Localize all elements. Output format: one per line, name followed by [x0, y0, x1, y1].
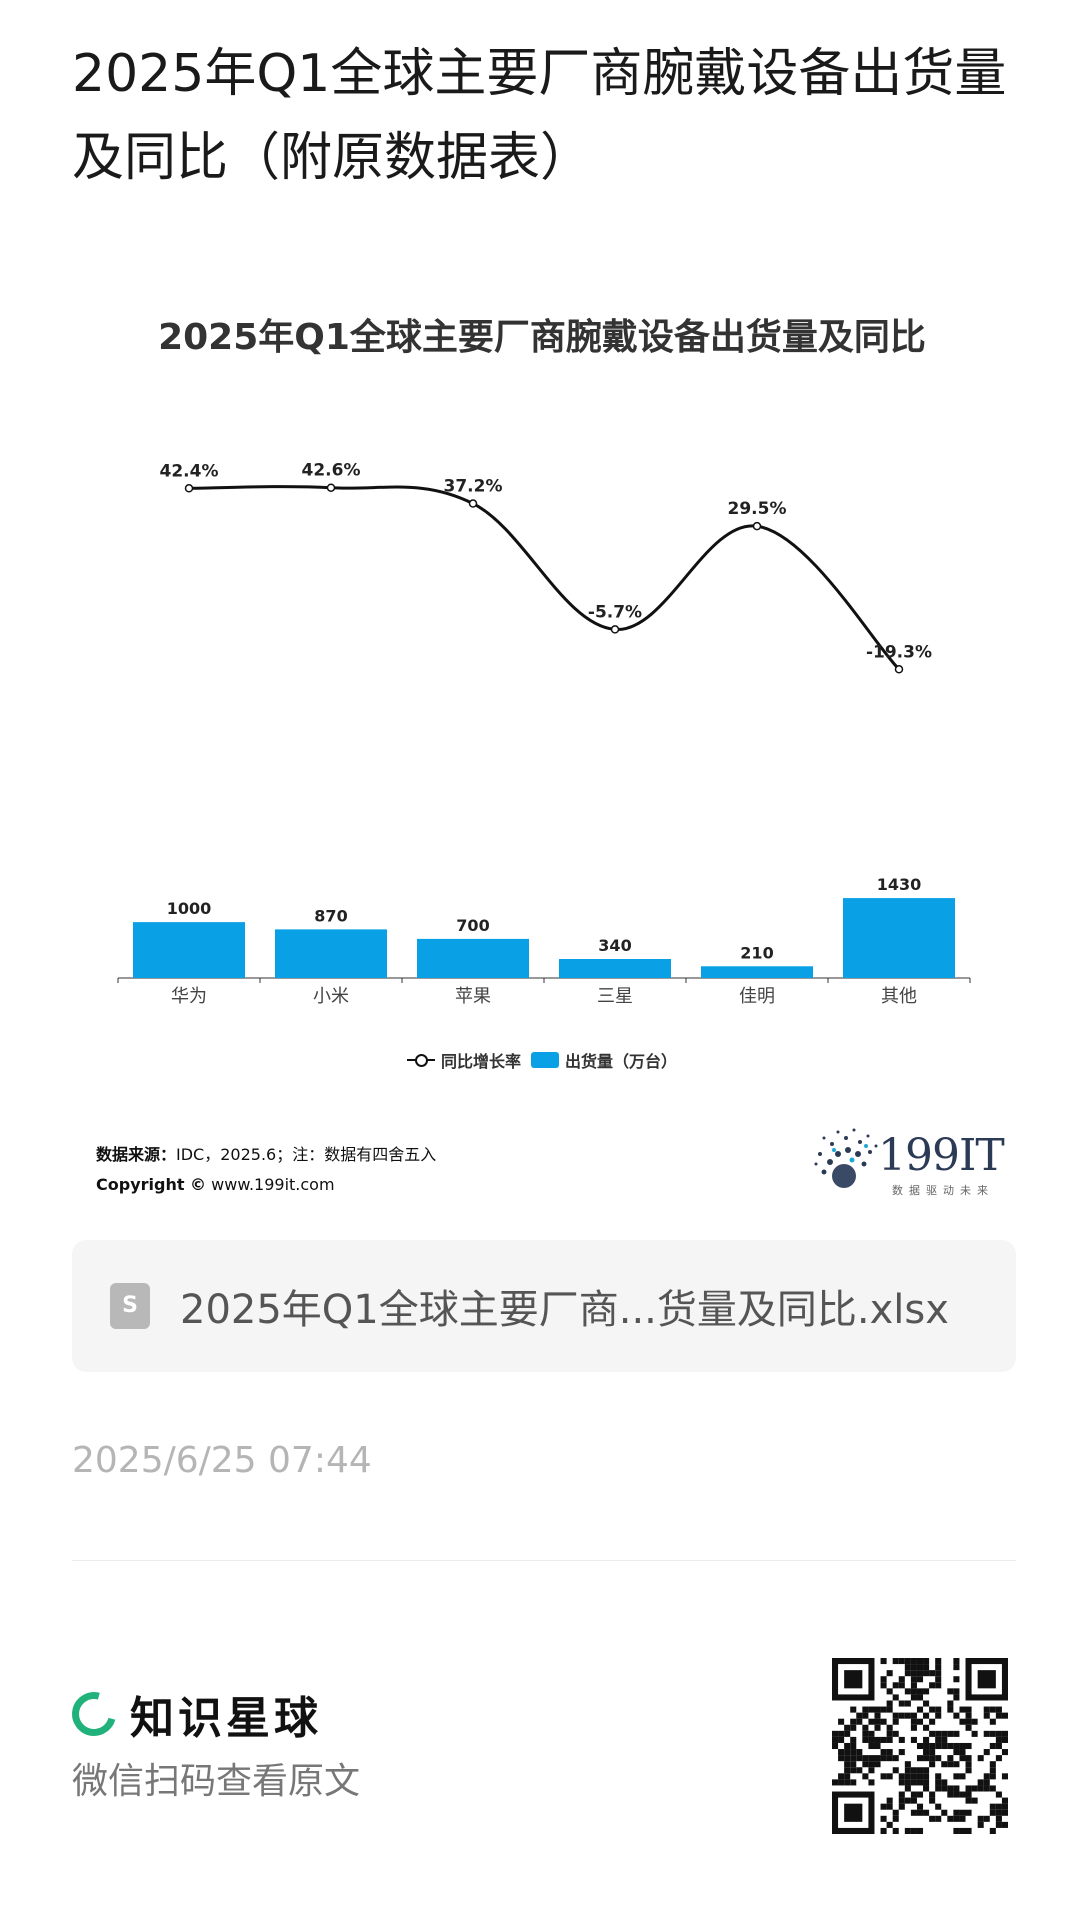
- line-point-5: [894, 665, 904, 674]
- line-label-2: 37.2%: [444, 477, 503, 497]
- data-source: 数据来源：IDC，2025.6；注：数据有四舍五入 Copyright © ww…: [96, 1140, 436, 1200]
- line-point-3: [610, 625, 620, 634]
- line-label-3: -5.7%: [588, 602, 642, 622]
- divider: [72, 1560, 1016, 1561]
- spreadsheet-file-icon: [110, 1283, 150, 1329]
- growth-line: [188, 485, 901, 671]
- bar-3: [559, 958, 671, 978]
- file-attachment[interactable]: 2025年Q1全球主要厂商...货量及同比.xlsx: [72, 1240, 1016, 1372]
- line-label-5: -19.3%: [866, 642, 932, 662]
- line-point-2: [468, 499, 478, 508]
- planet-logo-icon: [63, 1683, 125, 1745]
- brand-slogan: 数据驱动未来: [892, 1184, 994, 1197]
- category-label-5: 其他: [881, 986, 917, 1007]
- chart-title: 2025年Q1全球主要厂商腕戴设备出货量及同比: [158, 317, 926, 358]
- bar-label-1: 870: [314, 906, 347, 925]
- category-label-2: 苹果: [455, 986, 491, 1007]
- bar-4: [701, 966, 813, 978]
- legend-bar-label: 出货量（万台）: [565, 1052, 678, 1071]
- line-point-4: [752, 521, 762, 531]
- category-label-0: 华为: [171, 986, 207, 1007]
- chart-canvas: 1000 华为 870 小米 700 苹果 340 三星 210 佳明 1430 其他 42.4% 42.…: [117, 461, 971, 1007]
- bar-5: [843, 898, 955, 978]
- page-title: 2025年Q1全球主要厂商腕戴设备出货量及同比（附原数据表）: [72, 44, 1007, 188]
- post-timestamp: 2025/6/25 07:44: [72, 1440, 372, 1481]
- source-text: IDC，2025.6；注：数据有四舍五入: [176, 1145, 437, 1164]
- brand-name: 199IT: [878, 1130, 1005, 1181]
- brand-logo: 199IT 数据驱动未来: [810, 1126, 1005, 1208]
- legend-item-bar: 出货量（万台）: [531, 1048, 677, 1072]
- bar-label-4: 210: [740, 943, 773, 962]
- platform-name: 知识星球: [130, 1693, 322, 1744]
- bar-label-0: 1000: [167, 899, 212, 918]
- bar-1: [275, 929, 387, 978]
- line-marker-icon: [406, 1053, 435, 1067]
- legend-line-label: 同比增长率: [440, 1052, 521, 1071]
- category-label-3: 三星: [597, 986, 633, 1007]
- qr-code-icon[interactable]: [832, 1658, 1008, 1834]
- bar-label-2: 700: [456, 916, 489, 935]
- line-point-1: [326, 483, 336, 492]
- file-name: 2025年Q1全球主要厂商...货量及同比.xlsx: [180, 1287, 949, 1333]
- bar-0: [133, 922, 245, 978]
- legend-item-line: 同比增长率: [406, 1048, 521, 1072]
- line-point-0: [184, 484, 194, 493]
- category-label-1: 小米: [313, 986, 349, 1007]
- bar-label-5: 1430: [877, 875, 922, 894]
- category-label-4: 佳明: [739, 986, 775, 1007]
- bar-2: [417, 938, 529, 978]
- chart-legend: 同比增长率 出货量（万台）: [72, 1048, 1012, 1072]
- line-label-4: 29.5%: [728, 499, 787, 519]
- bar-label-3: 340: [598, 936, 631, 955]
- bar-marker-icon: [531, 1052, 559, 1068]
- dandelion-logo-icon: [814, 1128, 878, 1188]
- line-label-1: 42.6%: [302, 461, 361, 481]
- copyright-text: www.199it.com: [211, 1175, 335, 1194]
- copyright-label: Copyright ©: [96, 1175, 207, 1194]
- chart-card: 1000 华为 870 小米 700 苹果 340 三星 210 佳明 1430 其他 42.4% 42.…: [72, 290, 1012, 1220]
- source-label: 数据来源：: [96, 1145, 177, 1164]
- platform-brand: 知识星球: [63, 1682, 322, 1746]
- scan-hint: 微信扫码查看原文: [72, 1761, 361, 1802]
- line-label-0: 42.4%: [160, 461, 219, 481]
